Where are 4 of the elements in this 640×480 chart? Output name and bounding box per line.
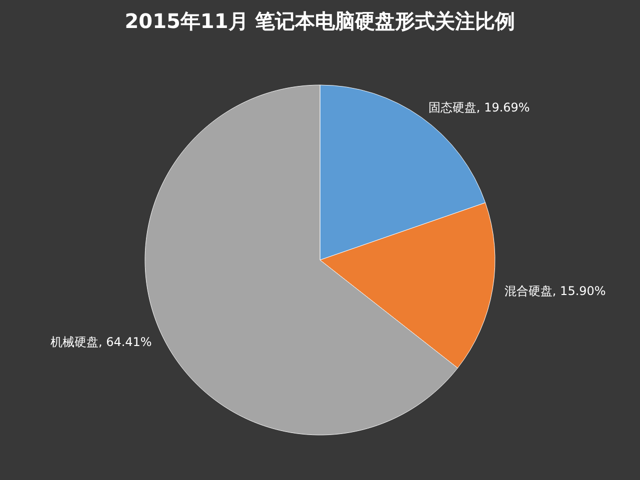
chart-title: 2015年11月 笔记本电脑硬盘形式关注比例	[124, 9, 516, 33]
slice-label: 机械硬盘, 64.41%	[50, 334, 152, 349]
slice-label: 固态硬盘, 19.69%	[428, 100, 530, 115]
slice-label: 混合硬盘, 15.90%	[504, 284, 606, 298]
